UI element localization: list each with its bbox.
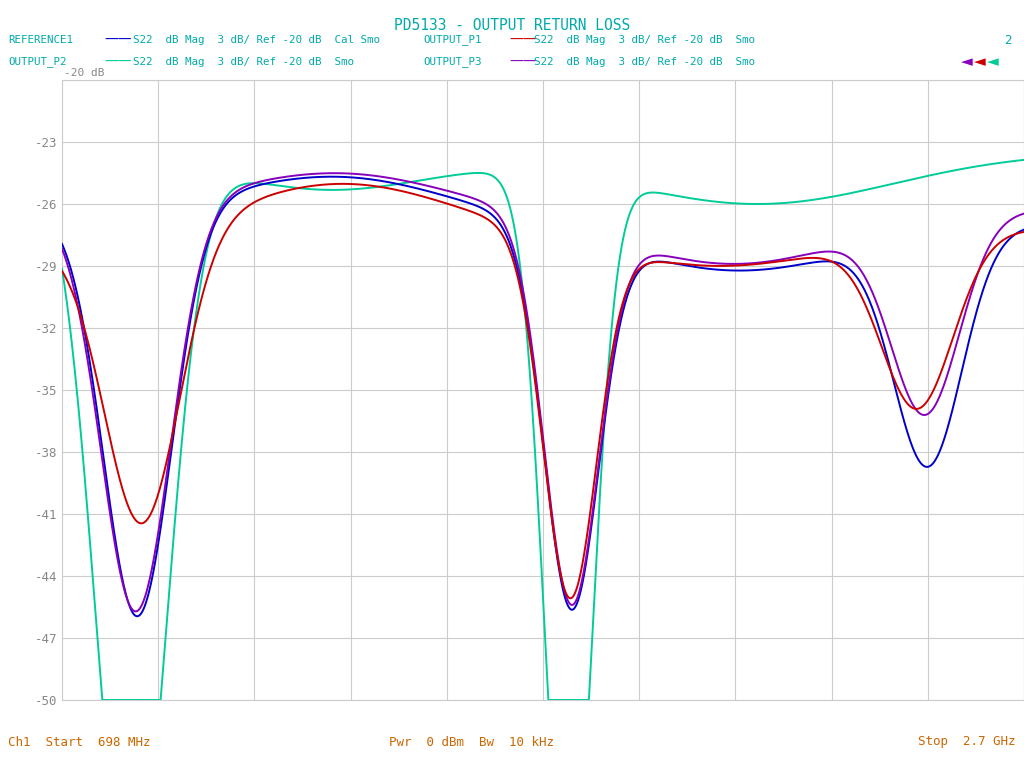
Text: -20 dB: -20 dB: [65, 68, 104, 78]
Text: ——: ——: [509, 55, 537, 69]
Text: OUTPUT_P2: OUTPUT_P2: [8, 57, 67, 68]
Text: S22  dB Mag  3 dB/ Ref -20 dB  Cal Smo: S22 dB Mag 3 dB/ Ref -20 dB Cal Smo: [133, 35, 380, 45]
Text: ◄: ◄: [987, 55, 999, 69]
Text: REFERENCE1: REFERENCE1: [8, 35, 73, 45]
Text: ——: ——: [509, 33, 537, 47]
Text: ◄: ◄: [974, 55, 986, 69]
Text: S22  dB Mag  3 dB/ Ref -20 dB  Smo: S22 dB Mag 3 dB/ Ref -20 dB Smo: [534, 57, 755, 67]
Text: ——: ——: [104, 33, 132, 47]
Text: OUTPUT_P3: OUTPUT_P3: [423, 57, 481, 68]
Text: Ch1  Start  698 MHz: Ch1 Start 698 MHz: [8, 736, 151, 749]
Text: OUTPUT_P1: OUTPUT_P1: [423, 35, 481, 45]
Text: ◄: ◄: [961, 55, 973, 69]
Text: 2: 2: [1005, 34, 1012, 47]
Text: PD5133 - OUTPUT RETURN LOSS: PD5133 - OUTPUT RETURN LOSS: [394, 18, 630, 33]
Text: Pwr  0 dBm  Bw  10 kHz: Pwr 0 dBm Bw 10 kHz: [389, 736, 554, 749]
Text: S22  dB Mag  3 dB/ Ref -20 dB  Smo: S22 dB Mag 3 dB/ Ref -20 dB Smo: [133, 57, 354, 67]
Text: S22  dB Mag  3 dB/ Ref -20 dB  Smo: S22 dB Mag 3 dB/ Ref -20 dB Smo: [534, 35, 755, 45]
Text: Stop  2.7 GHz: Stop 2.7 GHz: [919, 736, 1016, 749]
Text: ——: ——: [104, 55, 132, 69]
